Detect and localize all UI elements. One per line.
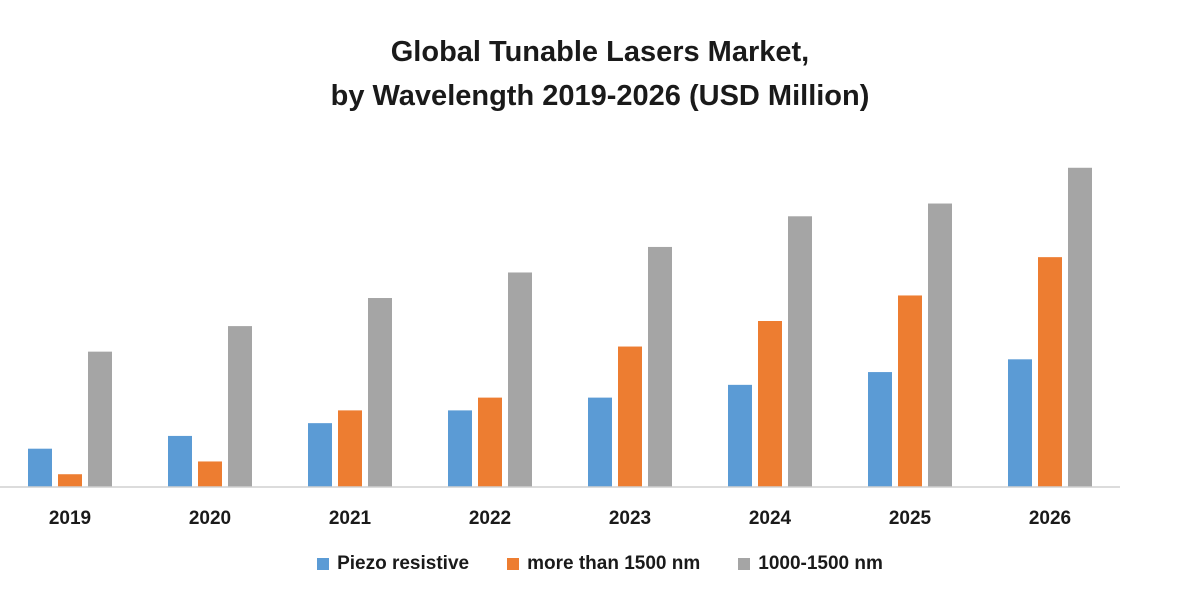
bars-group (28, 167, 1092, 488)
bar-2020-series-0 (168, 435, 192, 487)
bar-2022-series-2 (508, 272, 532, 487)
bar-2020-series-1 (198, 461, 222, 487)
bar-2019-series-1 (58, 474, 82, 487)
x-tick-label-2024: 2024 (749, 508, 792, 529)
bar-2019-series-0 (28, 448, 52, 487)
bar-2022-series-1 (478, 397, 502, 487)
bar-chart: 2019 2020 2021 2022 2023 2024 2025 2026 (0, 167, 1120, 529)
bar-2025-series-2 (928, 203, 952, 487)
chart-title-line-2: by Wavelength 2019-2026 (USD Million) (330, 80, 870, 112)
x-tick-labels: 2019 2020 2021 2022 2023 2024 2025 2026 (49, 508, 1071, 529)
bar-2026-series-0 (1008, 359, 1032, 487)
bar-2026-series-1 (1038, 257, 1062, 487)
chart-title: Global Tunable Lasers Market, by Wavelen… (0, 30, 1200, 118)
legend-item-1000-1500nm: 1000-1500 nm (738, 553, 883, 575)
x-tick-label-2025: 2025 (889, 508, 932, 529)
bar-2022-series-0 (448, 410, 472, 487)
bar-2024-series-2 (788, 216, 812, 488)
legend-item-piezo-resistive: Piezo resistive (317, 553, 469, 575)
bar-2023-series-0 (588, 397, 612, 487)
bar-2025-series-1 (898, 295, 922, 487)
bar-2023-series-2 (648, 246, 672, 487)
bar-2020-series-2 (228, 326, 252, 487)
x-tick-label-2023: 2023 (609, 508, 651, 529)
bar-2025-series-0 (868, 372, 892, 487)
legend-label-more-than-1500nm: more than 1500 nm (527, 553, 701, 574)
legend-swatch-1000-1500nm (738, 558, 751, 570)
legend-swatch-piezo-resistive (317, 558, 330, 570)
bar-2021-series-2 (368, 298, 392, 487)
legend-item-more-than-1500nm: more than 1500 nm (507, 553, 700, 575)
x-tick-label-2022: 2022 (469, 508, 511, 529)
legend: Piezo resistive more than 1500 nm 1000-1… (0, 553, 1200, 575)
bar-2024-series-1 (758, 321, 782, 487)
legend-swatch-more-than-1500nm (507, 558, 520, 570)
x-tick-label-2020: 2020 (189, 508, 231, 529)
bar-2021-series-0 (308, 423, 332, 487)
bar-2021-series-1 (338, 410, 362, 487)
legend-label-piezo-resistive: Piezo resistive (337, 553, 470, 574)
legend-label-1000-1500nm: 1000-1500 nm (758, 553, 883, 574)
bar-2019-series-2 (88, 351, 112, 487)
x-tick-label-2019: 2019 (49, 508, 91, 529)
bar-2026-series-2 (1068, 167, 1092, 487)
x-tick-label-2021: 2021 (329, 508, 372, 529)
bar-2023-series-1 (618, 346, 642, 487)
bar-2024-series-0 (728, 384, 752, 487)
chart-title-line-1: Global Tunable Lasers Market, (390, 36, 810, 68)
x-tick-label-2026: 2026 (1029, 508, 1071, 529)
